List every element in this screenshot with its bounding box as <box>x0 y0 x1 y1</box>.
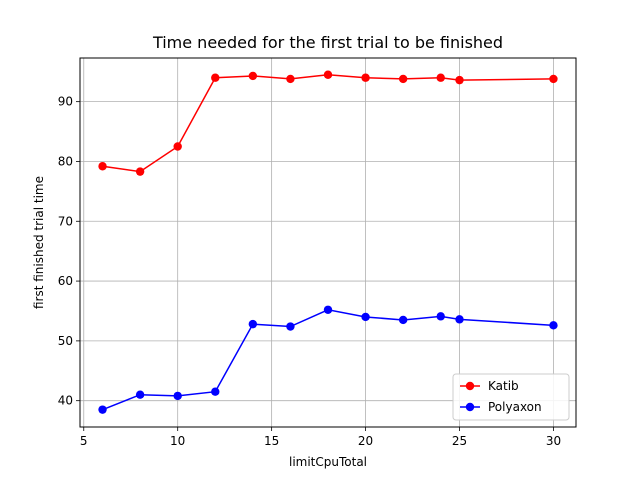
data-point-polyaxon <box>549 321 558 330</box>
plot-background <box>80 58 576 427</box>
x-tick-label: 15 <box>264 434 279 448</box>
y-tick-label: 80 <box>58 154 73 168</box>
x-tick-label: 25 <box>452 434 467 448</box>
data-point-katib <box>211 73 220 82</box>
y-tick-label: 40 <box>58 394 73 408</box>
data-point-katib <box>436 73 445 82</box>
legend-label-katib: Katib <box>488 379 519 393</box>
data-point-katib <box>549 74 558 84</box>
data-point-katib <box>361 73 370 82</box>
x-tick-label: 10 <box>170 434 185 448</box>
y-tick-label: 90 <box>58 95 73 109</box>
plot-frame <box>79 57 577 428</box>
data-point-katib <box>455 75 464 85</box>
data-point-polyaxon <box>361 312 370 322</box>
y-tick-label: 60 <box>58 274 73 288</box>
legend-marker-polyaxon <box>465 402 475 412</box>
data-point-katib <box>286 74 295 84</box>
legend-box <box>452 373 570 421</box>
data-point-polyaxon <box>436 312 445 321</box>
x-axis-label: limitCpuTotal <box>289 455 367 469</box>
legend-label-polyaxon: Polyaxon <box>488 400 542 414</box>
y-tick-label: 70 <box>58 214 73 228</box>
series-layer <box>98 70 558 414</box>
x-tick-label: 20 <box>358 434 373 448</box>
data-point-polyaxon <box>135 390 145 399</box>
data-point-katib <box>173 142 182 151</box>
grid-lines <box>80 58 576 427</box>
chart-title: Time needed for the first trial to be fi… <box>152 33 503 52</box>
x-tick-label: 5 <box>80 434 88 448</box>
data-point-polyaxon <box>398 315 408 325</box>
data-point-katib <box>398 74 408 84</box>
data-point-polyaxon <box>98 405 107 414</box>
legend-marker-katib <box>465 381 475 391</box>
data-point-polyaxon <box>248 319 258 329</box>
data-point-polyaxon <box>211 387 220 396</box>
data-point-polyaxon <box>286 322 295 331</box>
y-tick-label: 50 <box>58 334 73 348</box>
data-point-katib <box>98 162 107 171</box>
axis-ticks: 5 10 15 20 25 30 40 50 60 70 80 90 <box>58 95 561 448</box>
data-point-katib <box>135 167 145 176</box>
legend: Katib Polyaxon <box>452 373 570 421</box>
data-point-polyaxon <box>173 391 182 401</box>
data-point-polyaxon <box>455 315 464 324</box>
data-point-katib <box>323 70 333 79</box>
data-point-polyaxon <box>323 305 333 314</box>
data-point-katib <box>248 71 258 81</box>
y-axis-label: first finished trial time <box>32 176 46 309</box>
x-tick-label: 30 <box>546 434 561 448</box>
